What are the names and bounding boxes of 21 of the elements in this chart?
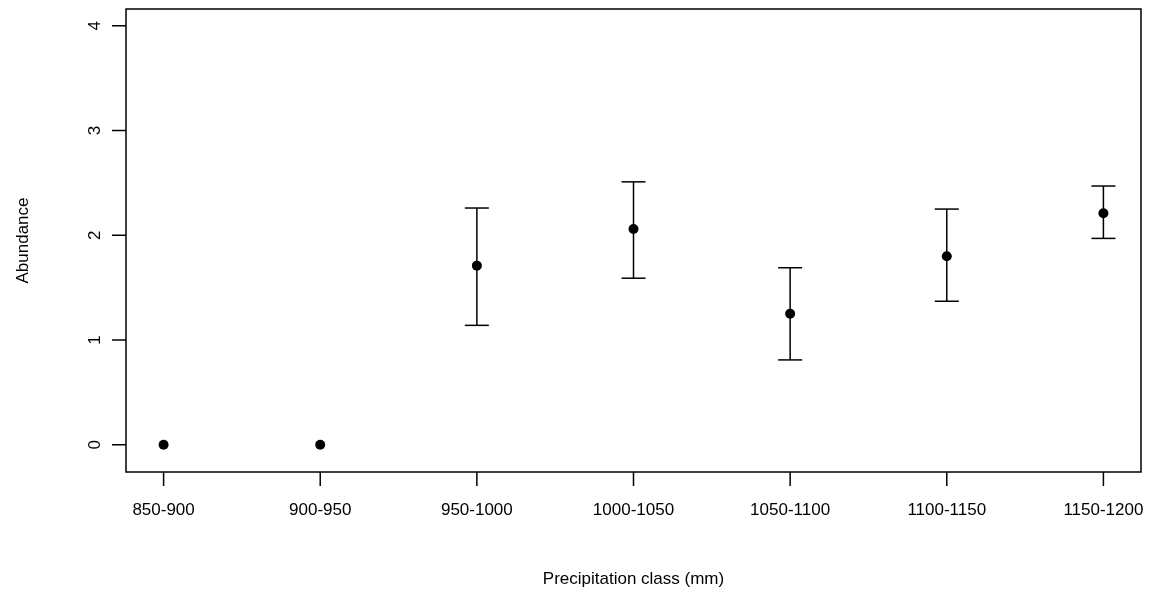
point xyxy=(941,251,952,262)
point xyxy=(785,308,796,319)
point xyxy=(628,223,639,234)
point xyxy=(1098,208,1109,219)
x-tick-label: 1100-1150 xyxy=(907,500,987,519)
y-axis-title: Abundance xyxy=(13,197,32,284)
point xyxy=(315,439,326,450)
x-axis-title: Precipitation class (mm) xyxy=(542,569,725,588)
x-tick-label: 900-950 xyxy=(289,500,352,519)
x-tick-label: 950-1000 xyxy=(440,500,513,519)
point xyxy=(158,439,169,450)
x-tick-label: 850-900 xyxy=(132,500,195,519)
y-tick-label: 2 xyxy=(85,230,104,240)
point xyxy=(471,260,482,271)
y-tick-label: 0 xyxy=(85,440,104,450)
x-tick-label: 1000-1050 xyxy=(592,500,675,519)
x-tick-label: 1150-1200 xyxy=(1063,500,1144,519)
y-tick-label: 1 xyxy=(85,335,104,345)
x-tick-label: 1050-1100 xyxy=(750,500,831,519)
y-tick-label: 3 xyxy=(85,125,104,136)
y-tick-label: 4 xyxy=(85,21,104,31)
